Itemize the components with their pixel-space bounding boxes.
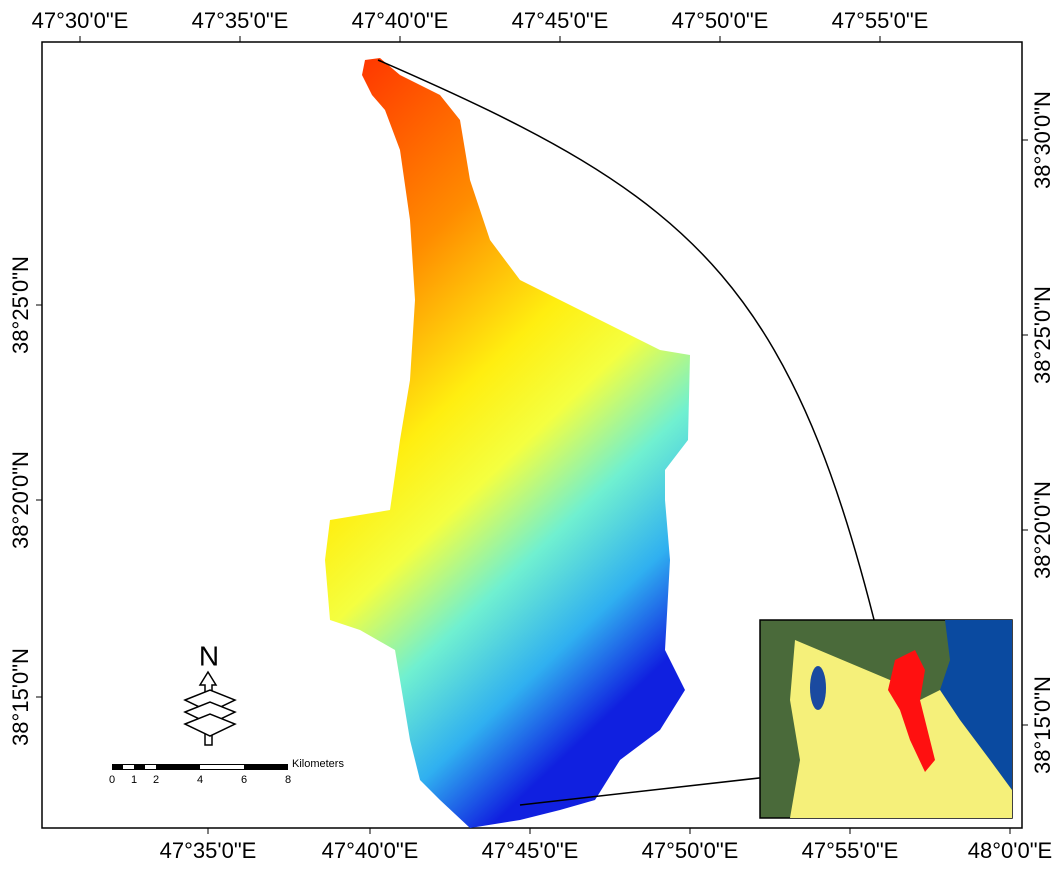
left-label: 38°15'0"N: [8, 648, 33, 746]
top-label: 47°55'0"E: [832, 8, 929, 33]
scale-label: 4: [197, 774, 203, 786]
map-figure: 47°30'0"E 47°35'0"E 47°40'0"E 47°45'0"E 47°5…: [0, 0, 1064, 871]
scale-label: 8: [285, 774, 291, 786]
bottom-label: 47°35'0"E: [160, 838, 257, 863]
bottom-label: 47°55'0"E: [802, 838, 899, 863]
bottom-label: 47°50'0"E: [642, 838, 739, 863]
left-label: 38°25'0"N: [8, 256, 33, 354]
page: {"top_labels":["47°30'0\"E","47°35'0\"E"…: [0, 0, 1064, 871]
scale-label: 2: [153, 774, 159, 786]
right-label: 38°15'0"N: [1030, 676, 1055, 774]
top-label: 47°35'0"E: [192, 8, 289, 33]
scale-label: 1: [131, 774, 137, 786]
north-label: N: [199, 640, 219, 671]
bottom-label: 47°40'0"E: [322, 838, 419, 863]
top-label: 47°30'0"E: [32, 8, 129, 33]
scale-label: 0: [109, 774, 115, 786]
top-label: 47°40'0"E: [352, 8, 449, 33]
top-label: 47°45'0"E: [512, 8, 609, 33]
scale-label: 6: [241, 774, 247, 786]
bottom-label: 48°0'0"E: [968, 838, 1052, 863]
scale-bar: [112, 764, 288, 770]
bottom-label: 47°45'0"E: [482, 838, 579, 863]
right-label: 38°30'0"N: [1030, 91, 1055, 189]
right-label: 38°25'0"N: [1030, 286, 1055, 384]
top-label: 47°50'0"E: [672, 8, 769, 33]
inset-map: [760, 620, 1012, 818]
scale-unit: Kilometers: [292, 758, 344, 770]
left-label: 38°20'0"N: [8, 451, 33, 549]
right-label: 38°20'0"N: [1030, 481, 1055, 579]
